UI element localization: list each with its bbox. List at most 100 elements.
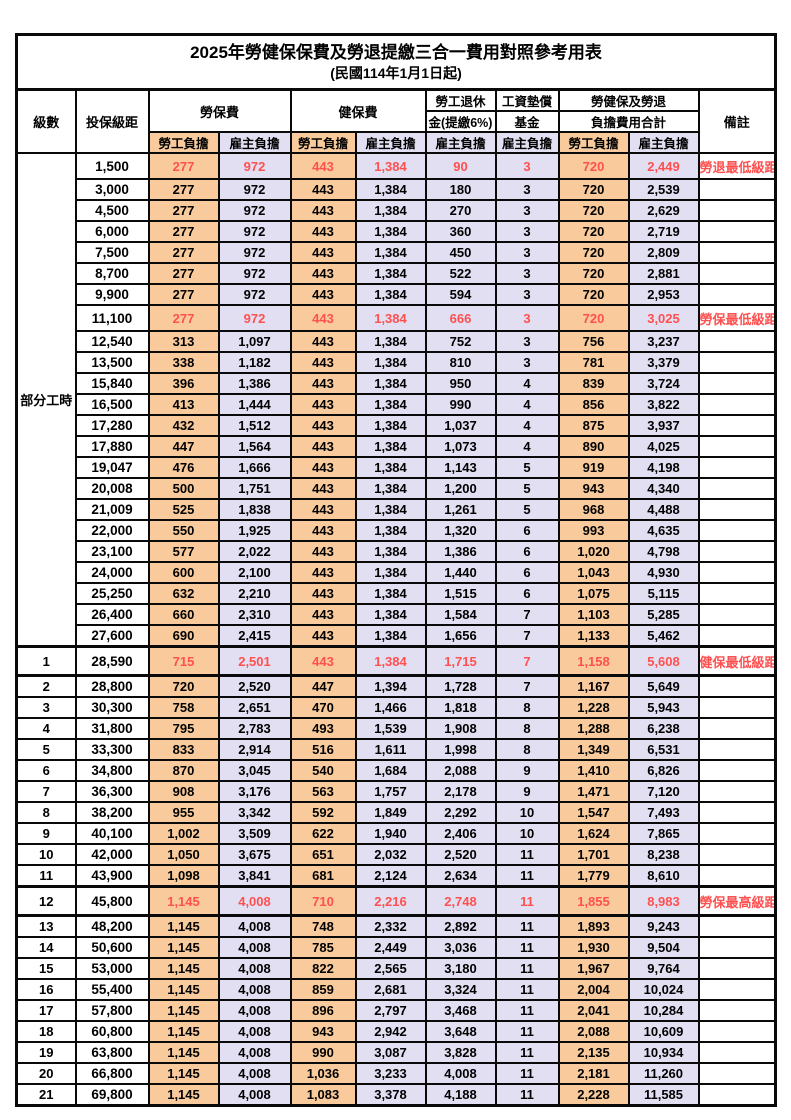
remark-cell <box>697 1020 777 1043</box>
value-cell: 2,310 <box>217 603 292 626</box>
value-cell: 1,384 <box>354 498 427 521</box>
value-cell: 720 <box>147 674 220 698</box>
bracket-cell: 48,200 <box>74 914 150 938</box>
value-cell: 1,384 <box>354 283 427 306</box>
value-cell: 810 <box>424 351 497 374</box>
remark-cell <box>697 1062 777 1085</box>
value-cell: 1,728 <box>424 674 497 698</box>
value-cell: 2,124 <box>354 864 427 888</box>
value-cell: 972 <box>217 152 292 180</box>
value-cell: 748 <box>289 914 357 938</box>
remark-cell <box>697 914 777 938</box>
value-cell: 2,415 <box>217 624 292 648</box>
value-cell: 3,675 <box>217 843 292 866</box>
remark-cell <box>697 414 777 437</box>
value-cell: 443 <box>289 603 357 626</box>
value-cell: 2,748 <box>424 885 497 917</box>
value-cell: 11 <box>494 843 560 866</box>
value-cell: 8,238 <box>627 843 700 866</box>
value-cell: 443 <box>289 262 357 285</box>
value-cell: 651 <box>289 843 357 866</box>
level-cell: 18 <box>15 1020 77 1043</box>
table-row: 18 60,800 1,145 4,008 943 2,942 3,648 11 2,088 10… <box>15 1020 777 1043</box>
table-row: 16 55,400 1,145 4,008 859 2,681 3,324 11 2,004 10… <box>15 978 777 1001</box>
value-cell: 447 <box>147 435 220 458</box>
value-cell: 277 <box>147 199 220 222</box>
bracket-cell: 4,500 <box>74 199 150 222</box>
remark-cell <box>697 957 777 980</box>
value-cell: 785 <box>289 936 357 959</box>
remark-cell <box>697 199 777 222</box>
subheader-total-employee: 勞工負擔 <box>557 131 630 154</box>
bracket-cell: 17,280 <box>74 414 150 437</box>
value-cell: 1,261 <box>424 498 497 521</box>
value-cell: 443 <box>289 351 357 374</box>
value-cell: 2,953 <box>627 283 700 306</box>
table-row: 19 63,800 1,145 4,008 990 3,087 3,828 11 2,135 10… <box>15 1041 777 1064</box>
value-cell: 4,188 <box>424 1083 497 1107</box>
value-cell: 1,818 <box>424 696 497 719</box>
value-cell: 1,386 <box>217 372 292 395</box>
value-cell: 443 <box>289 199 357 222</box>
value-cell: 1,838 <box>217 498 292 521</box>
value-cell: 632 <box>147 582 220 605</box>
table-row: 5 33,300 833 2,914 516 1,611 1,998 8 1,349 6,531 <box>15 738 777 761</box>
table-row: 21,009 525 1,838 443 1,384 1,261 5 968 4,488 <box>17 498 777 521</box>
value-cell: 4,008 <box>217 1041 292 1064</box>
remark-cell <box>697 674 777 698</box>
header-row-1: 級數 投保級距 勞保費 健保費 勞工退休 工資墊償 勞健保及勞退 備註 <box>15 88 777 154</box>
value-cell: 11 <box>494 1062 560 1085</box>
bracket-cell: 66,800 <box>74 1062 150 1085</box>
value-cell: 1,145 <box>147 999 220 1022</box>
value-cell: 781 <box>557 351 630 374</box>
remark-cell: 勞保最低級距 <box>697 304 777 332</box>
value-cell: 8,983 <box>627 885 700 917</box>
value-cell: 1,384 <box>354 393 427 416</box>
value-cell: 4,008 <box>217 957 292 980</box>
value-cell: 1,036 <box>289 1062 357 1085</box>
value-cell: 2,332 <box>354 914 427 938</box>
bracket-cell: 33,300 <box>74 738 150 761</box>
value-cell: 313 <box>147 330 220 353</box>
level-cell: 8 <box>15 801 77 824</box>
bracket-cell: 57,800 <box>74 999 150 1022</box>
value-cell: 1,925 <box>217 519 292 542</box>
col-header-pension-line1: 勞工退休 <box>424 88 497 112</box>
value-cell: 277 <box>147 262 220 285</box>
remark-cell <box>697 477 777 500</box>
value-cell: 5,285 <box>627 603 700 626</box>
bracket-cell: 21,009 <box>74 498 150 521</box>
bracket-cell: 30,300 <box>74 696 150 719</box>
value-cell: 2,629 <box>627 199 700 222</box>
col-header-total-line2: 負擔費用合計 <box>557 110 700 133</box>
table-row: 13,500 338 1,182 443 1,384 810 3 781 3,379 <box>17 351 777 374</box>
value-cell: 443 <box>289 540 357 563</box>
bracket-cell: 6,000 <box>74 220 150 243</box>
value-cell: 666 <box>424 304 497 332</box>
value-cell: 1,394 <box>354 674 427 698</box>
col-header-pension-line2: 金(提繳6%) <box>424 110 497 133</box>
value-cell: 11 <box>494 1020 560 1043</box>
value-cell: 10,609 <box>627 1020 700 1043</box>
value-cell: 3 <box>494 351 560 374</box>
value-cell: 2,181 <box>557 1062 630 1085</box>
value-cell: 180 <box>424 178 497 201</box>
value-cell: 4,008 <box>217 1020 292 1043</box>
value-cell: 11 <box>494 957 560 980</box>
value-cell: 277 <box>147 220 220 243</box>
value-cell: 9,504 <box>627 936 700 959</box>
remark-cell <box>697 283 777 306</box>
bracket-cell: 28,590 <box>74 645 150 677</box>
value-cell: 1,547 <box>557 801 630 824</box>
table-row: 9,900 277 972 443 1,384 594 3 720 2,953 <box>17 283 777 306</box>
table-row: 6 34,800 870 3,045 540 1,684 2,088 9 1,410 6,826 <box>15 759 777 782</box>
value-cell: 3,324 <box>424 978 497 1001</box>
value-cell: 1,751 <box>217 477 292 500</box>
table-row: 17,280 432 1,512 443 1,384 1,037 4 875 3,937 <box>17 414 777 437</box>
value-cell: 720 <box>557 220 630 243</box>
value-cell: 890 <box>557 435 630 458</box>
value-cell: 1,002 <box>147 822 220 845</box>
value-cell: 396 <box>147 372 220 395</box>
value-cell: 2,501 <box>217 645 292 677</box>
value-cell: 758 <box>147 696 220 719</box>
